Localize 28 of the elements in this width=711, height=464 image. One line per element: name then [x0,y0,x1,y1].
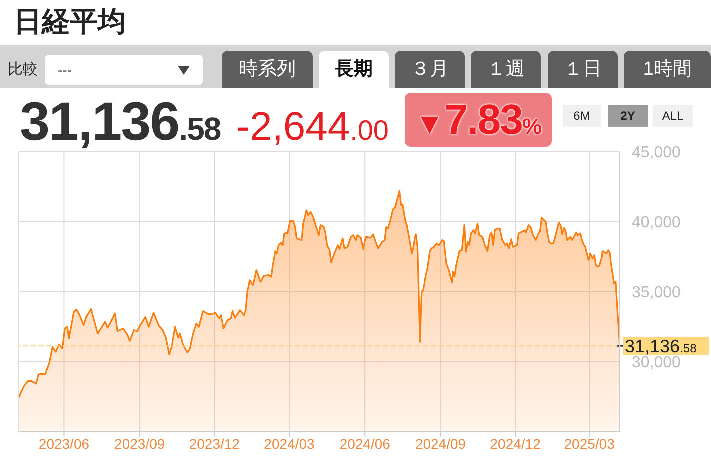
chart-title: 日経平均 [14,5,126,39]
x-tick-label: 2024/12 [490,436,542,452]
tab[interactable]: ３月 [395,51,465,88]
tab[interactable]: 1時間 [624,51,711,88]
x-tick-label: 2025/03 [564,436,616,452]
x-tick-label: 2023/06 [38,436,90,452]
dropdown-field[interactable]: --- [45,55,203,85]
percent-badge: ▼7.83% [405,93,552,147]
button[interactable]: 6M [563,105,601,127]
x-tick-label: 2024/06 [340,436,391,452]
ref-line-label: 31,136.58 [625,336,698,357]
annotation: 31,136.58 [20,92,221,152]
tab[interactable]: １週 [471,51,541,88]
text: -2,644.00 [236,105,390,149]
y-tick-label: 30,000 [632,354,682,372]
y-tick-label: 35,000 [632,284,682,302]
x-tick-label: 2023/12 [189,436,240,452]
tab[interactable]: 長期 [319,51,389,88]
x-tick-label: 2024/03 [264,436,316,452]
tab[interactable]: 時系列 [222,51,313,88]
tab[interactable]: １日 [548,51,618,88]
text: 比較 [8,60,38,80]
button[interactable]: 2Y [608,105,648,127]
y-tick-label: 40,000 [632,214,682,232]
y-tick-label: 45,000 [632,144,682,162]
x-tick-label: 2024/09 [415,436,466,452]
x-tick-label: 2023/09 [114,436,166,452]
button[interactable]: ALL [653,105,693,127]
